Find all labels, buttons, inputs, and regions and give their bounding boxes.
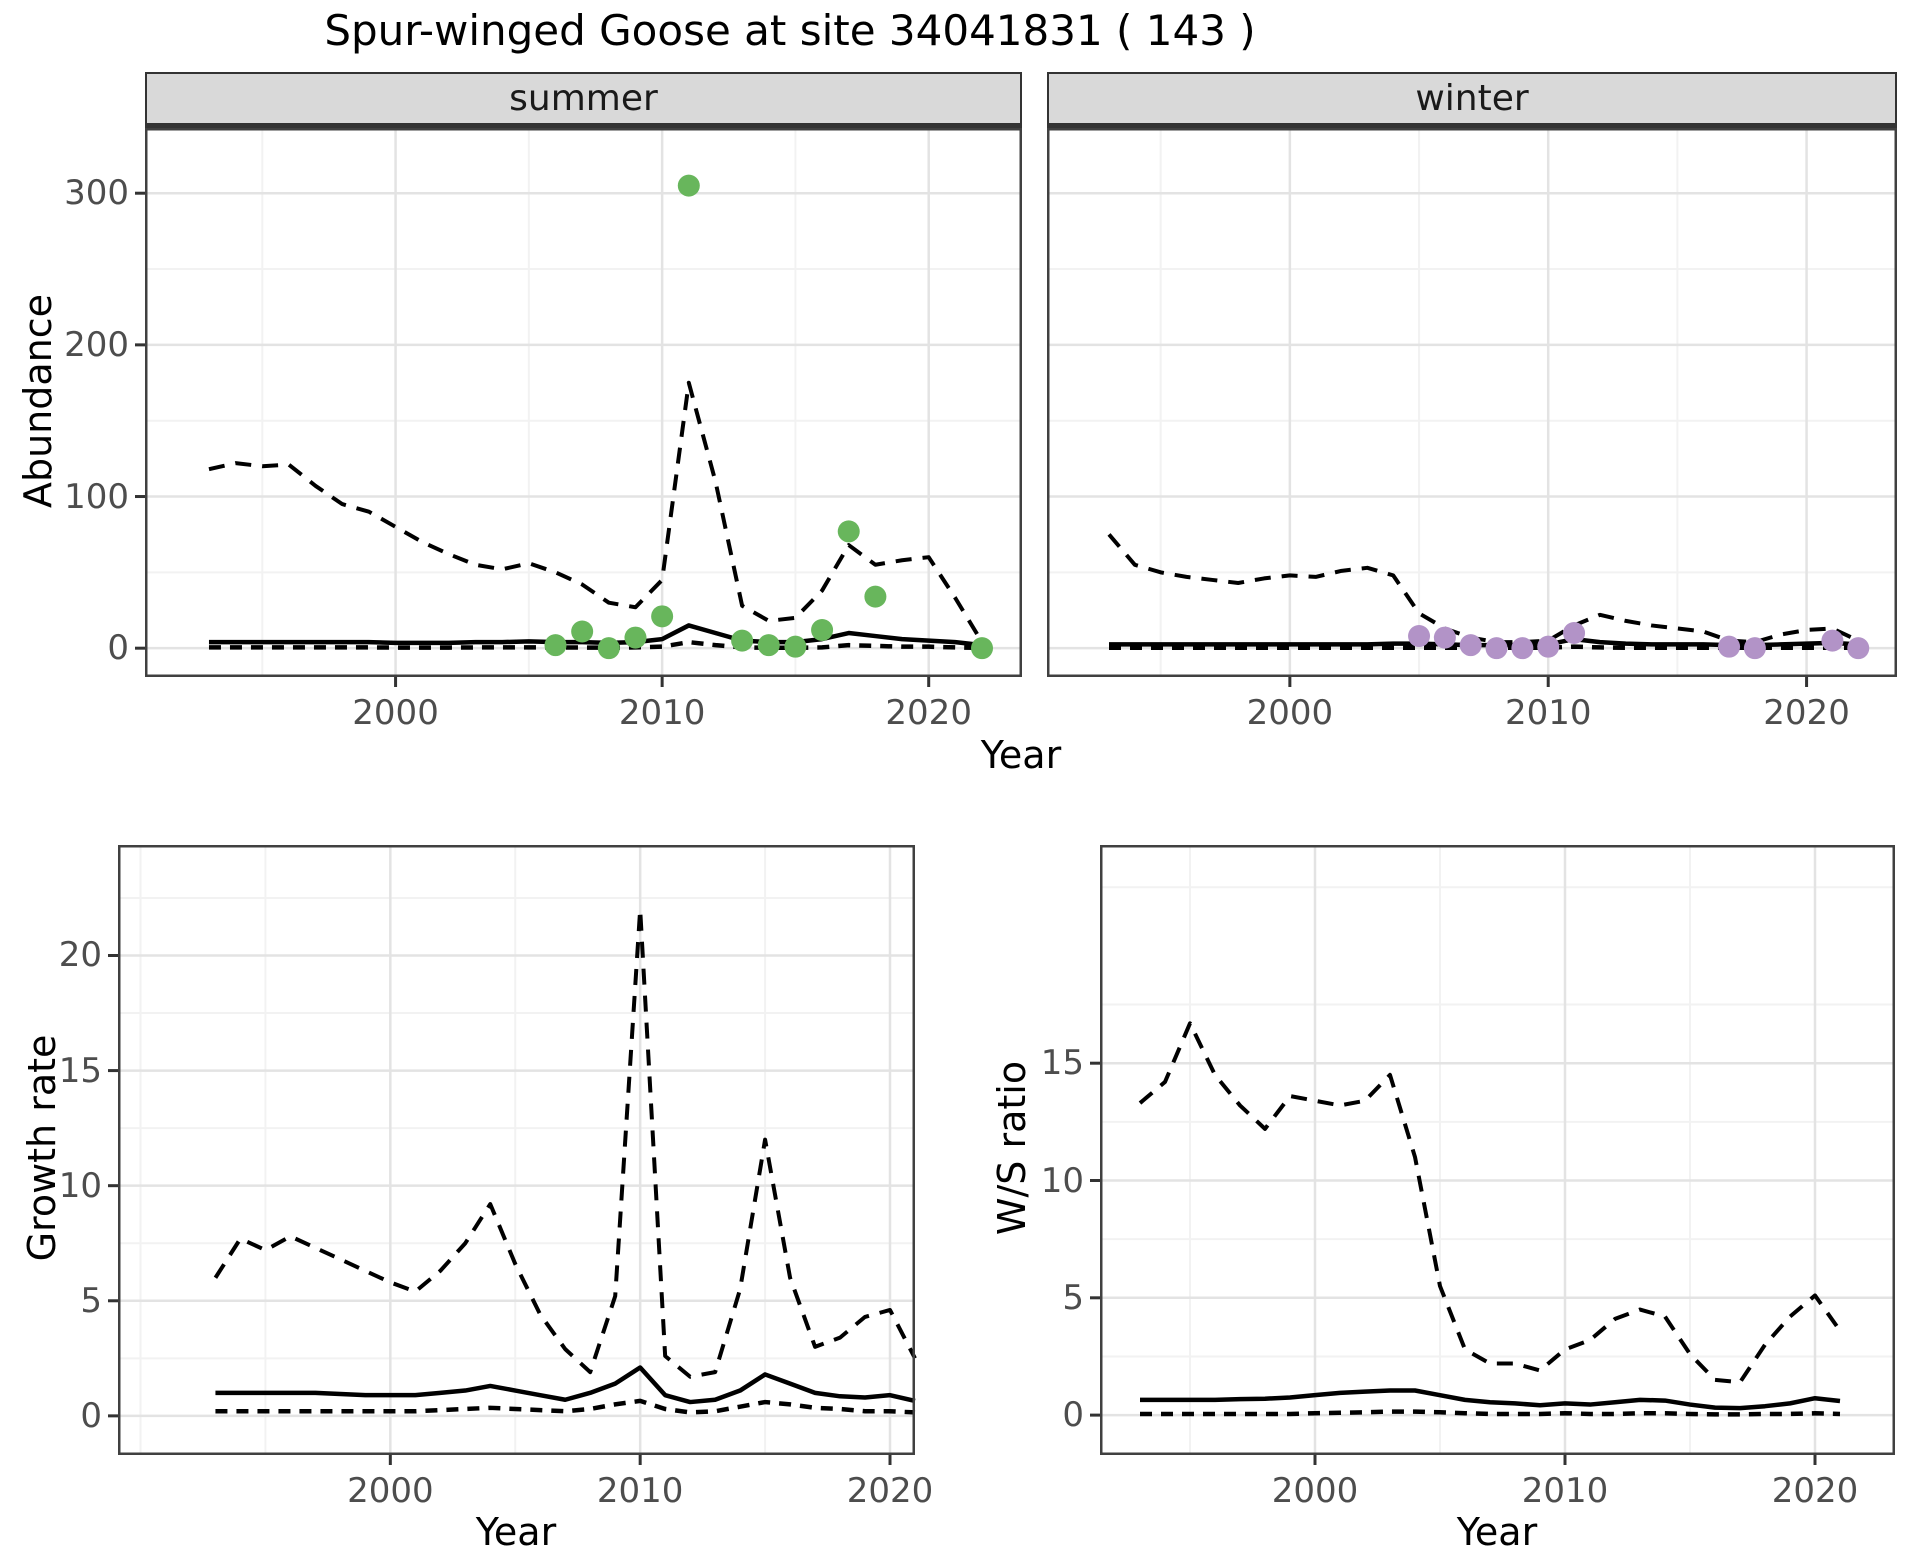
growth-rate-panel: [108, 845, 917, 1465]
winter-abundance-panel: [1047, 128, 1897, 687]
y-tick-label: 10: [1040, 1160, 1084, 1201]
observation-point: [1537, 635, 1560, 658]
observation-point: [864, 585, 887, 608]
ws-y-axis-title: W/S ratio: [990, 1060, 1034, 1236]
upper_ci_dashed-line: [208, 380, 984, 644]
observation-point: [1485, 637, 1508, 660]
y-tick-label: 10: [58, 1165, 102, 1206]
top-x-axis-title: Year: [980, 733, 1062, 777]
lower_ci_dashed-line: [208, 639, 983, 651]
observation-point: [1563, 622, 1586, 645]
estimate_solid-line: [208, 623, 983, 648]
observation-point: [1511, 637, 1534, 660]
observation-point: [1821, 629, 1844, 652]
facet-strip-summer: summer: [145, 72, 1022, 128]
observation-point: [571, 620, 594, 643]
x-tick-label: 2000: [1271, 1471, 1359, 1511]
y-tick-label: 100: [64, 476, 129, 517]
x-tick-label: 2020: [1763, 693, 1850, 733]
observation-point: [837, 520, 860, 543]
x-tick-label: 2020: [885, 693, 972, 733]
observation-point: [1433, 626, 1456, 649]
facet-strip-winter: winter: [1047, 72, 1897, 128]
y-tick-label: 20: [58, 935, 102, 976]
abundance-y-axis-title: Abundance: [16, 293, 60, 508]
y-tick-label: 5: [1062, 1277, 1084, 1318]
x-tick-label: 2000: [352, 693, 439, 733]
facet-strip-winter-label: winter: [1415, 78, 1529, 119]
observation-point: [1847, 637, 1870, 660]
observation-point: [971, 637, 994, 660]
y-tick-label: 200: [64, 324, 129, 365]
y-tick-label: 5: [80, 1280, 102, 1321]
estimate_solid-line: [1140, 1388, 1841, 1411]
x-tick-label: 2020: [846, 1471, 934, 1511]
observation-point: [597, 637, 620, 660]
chart-title: Spur-winged Goose at site 34041831 ( 143…: [324, 6, 1256, 55]
estimate_solid-line: [215, 1365, 916, 1405]
observation-point: [784, 635, 807, 658]
x-tick-label: 2000: [1246, 693, 1334, 733]
x-tick-label: 2010: [618, 693, 706, 733]
y-tick-label: 15: [58, 1050, 102, 1091]
lower_ci_dashed-line: [215, 1398, 916, 1415]
observation-point: [757, 634, 780, 657]
y-tick-label: 0: [80, 1395, 102, 1436]
growth-y-axis-title: Growth rate: [20, 1034, 64, 1262]
observation-point: [624, 626, 647, 649]
lower_ci_dashed-line: [1140, 1409, 1841, 1417]
y-tick-label: 300: [64, 173, 129, 214]
x-tick-label: 2000: [347, 1471, 434, 1511]
ws-ratio-panel: [1090, 845, 1895, 1465]
ws-x-axis-title: Year: [1456, 1510, 1538, 1554]
observation-point: [1459, 634, 1482, 657]
facet-strip-summer-label: summer: [509, 78, 658, 119]
summer-abundance-panel: [135, 128, 1022, 687]
y-tick-label: 0: [107, 628, 129, 669]
growth-x-axis-title: Year: [475, 1510, 557, 1554]
x-tick-label: 2010: [596, 1471, 684, 1511]
observation-point: [1408, 625, 1431, 648]
observation-point: [731, 629, 754, 652]
observation-point: [1743, 637, 1766, 660]
upper_ci_dashed-line: [213, 907, 917, 1379]
upper_ci_dashed-line: [1138, 1021, 1842, 1385]
x-tick-label: 2010: [1521, 1471, 1609, 1511]
y-tick-label: 15: [1040, 1043, 1084, 1084]
x-tick-label: 2010: [1504, 693, 1592, 733]
observation-point: [651, 605, 674, 628]
observation-point: [544, 634, 567, 657]
observation-point: [1718, 635, 1741, 658]
y-tick-label: 0: [1062, 1395, 1084, 1436]
x-tick-label: 2020: [1771, 1471, 1859, 1511]
observation-point: [811, 618, 834, 641]
observation-point: [677, 174, 700, 197]
